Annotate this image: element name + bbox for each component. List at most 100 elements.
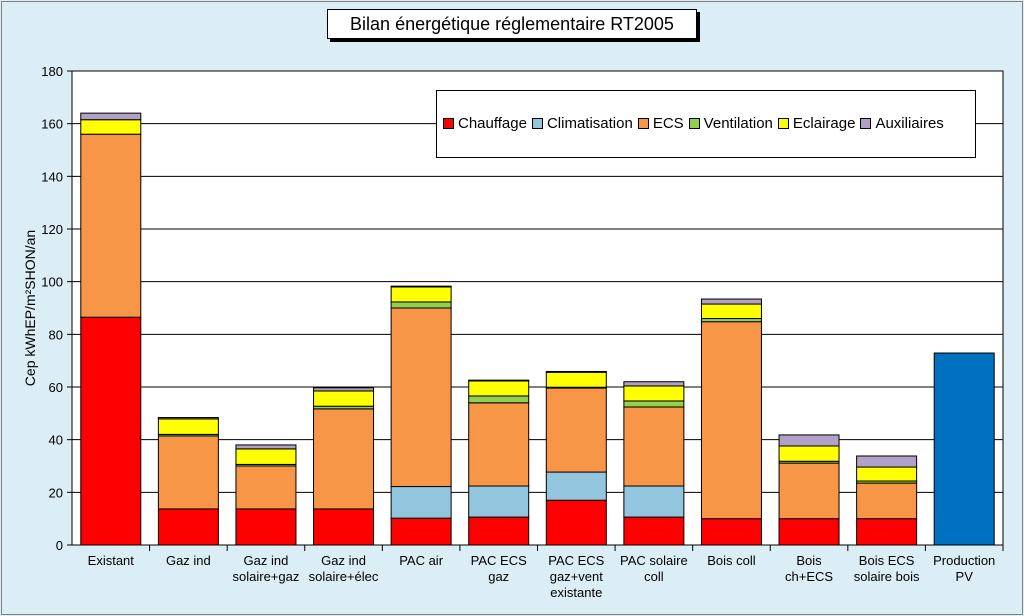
x-tick-label: Bois	[796, 553, 822, 568]
bar-chauffage	[313, 508, 375, 546]
bar-climatisation	[468, 485, 530, 518]
bar-eclairage	[80, 119, 142, 135]
legend-item: Eclairage	[777, 115, 856, 132]
y-tick-label: 80	[49, 327, 63, 342]
legend-item: ECS	[637, 115, 684, 132]
bar-chauffage	[235, 508, 297, 546]
x-tick-label: solaire+élec	[309, 569, 379, 584]
legend: Chauffage Climatisation ECS Ventilation Ecla…	[436, 90, 976, 158]
bar-auxiliaires	[80, 112, 142, 121]
x-tick-label: Production	[933, 553, 995, 568]
bar-chauffage	[778, 518, 840, 546]
legend-label: ECS	[652, 115, 684, 132]
bar-auxiliaires	[856, 455, 918, 468]
x-tick-label: Gaz ind	[321, 553, 366, 568]
bar-auxiliaires	[157, 417, 219, 420]
bar-auxiliaires	[778, 434, 840, 447]
bar-ecs	[468, 402, 530, 487]
bar-eclairage	[545, 371, 607, 388]
bar-ecs	[390, 307, 452, 488]
bar-ecs	[700, 321, 762, 520]
legend-item: Chauffage	[443, 115, 527, 132]
legend-label: Auxiliaires	[875, 115, 944, 132]
x-tick-label: Bois ECS	[859, 553, 915, 568]
bar-ventilation	[390, 301, 452, 309]
x-tick-label: PAC ECS	[548, 553, 604, 568]
legend-swatch	[777, 118, 789, 129]
chart-title: Bilan énergétique réglementaire RT2005	[327, 9, 697, 39]
x-tick-label: Gaz ind	[166, 553, 211, 568]
bar-chauffage	[545, 499, 607, 546]
legend-swatch	[531, 118, 543, 129]
y-tick-label: 140	[41, 169, 63, 184]
bar-chauffage	[157, 508, 219, 546]
bar-eclairage	[778, 445, 840, 462]
legend-item: Ventilation	[688, 115, 773, 132]
x-tick-label: ch+ECS	[785, 569, 833, 584]
bar-chauffage	[390, 517, 452, 546]
bar-eclairage	[623, 385, 685, 402]
legend-label: Chauffage	[458, 115, 527, 132]
bar-ecs	[545, 387, 607, 473]
bar-eclairage	[468, 380, 530, 397]
x-tick-label: Gaz ind	[244, 553, 289, 568]
bar-ecs	[856, 482, 918, 520]
bar-climatisation	[623, 485, 685, 518]
y-axis-label: Cep kWhEP/m²SHON/an	[22, 229, 38, 387]
bar-ecs	[80, 133, 142, 318]
y-tick-label: 20	[49, 485, 63, 500]
x-tick-label: coll	[644, 569, 664, 584]
bar-ecs	[313, 408, 375, 510]
bar-eclairage	[157, 418, 219, 435]
x-tick-label: PV	[956, 569, 974, 584]
bar-chauffage	[623, 516, 685, 546]
bar-ecs	[235, 465, 297, 510]
x-tick-label: gaz	[488, 569, 509, 584]
y-tick-label: 40	[49, 433, 63, 448]
bar-chauffage	[856, 518, 918, 546]
bar-eclairage	[313, 390, 375, 407]
y-tick-label: 180	[41, 64, 63, 79]
bar-auxiliaires	[545, 370, 607, 373]
y-tick-label: 0	[56, 538, 63, 553]
y-tick-label: 120	[41, 222, 63, 237]
bar-ecs	[623, 406, 685, 487]
bar-chauffage	[80, 316, 142, 546]
bar-ventilation	[623, 400, 685, 408]
bar-auxiliaires	[390, 285, 452, 288]
bar-chauffage	[700, 518, 762, 546]
legend-swatch	[443, 118, 454, 129]
x-tick-label: solaire+gaz	[233, 569, 300, 584]
x-tick-label: PAC solaire	[620, 553, 688, 568]
y-tick-label: 100	[41, 275, 63, 290]
bar-auxiliaires	[623, 381, 685, 387]
bar-ventilation	[468, 395, 530, 404]
x-tick-label: PAC ECS	[471, 553, 527, 568]
legend-label: Climatisation	[546, 115, 633, 132]
bar-auxiliaires	[700, 298, 762, 305]
bar-auxiliaires	[313, 387, 375, 392]
legend-swatch	[688, 118, 700, 129]
legend-label: Eclairage	[792, 115, 856, 132]
legend-item: Climatisation	[531, 115, 633, 132]
bar-auxiliaires	[235, 444, 297, 450]
bar-ecs	[778, 462, 840, 520]
bar-eclairage	[856, 466, 918, 482]
bar-chauffage	[468, 516, 530, 546]
bar-eclairage	[700, 303, 762, 320]
bar-eclairage	[390, 286, 452, 303]
x-tick-label: gaz+vent	[550, 569, 604, 584]
bar-auxiliaires	[468, 379, 530, 382]
x-tick-label: solaire bois	[854, 569, 920, 584]
bar-climatisation	[390, 486, 452, 519]
x-tick-label: Existant	[88, 553, 135, 568]
legend-label: Ventilation	[703, 115, 773, 132]
y-tick-label: 160	[41, 117, 63, 132]
x-tick-label: PAC air	[399, 553, 443, 568]
bar-eclairage	[235, 448, 297, 465]
bar-climatisation	[545, 471, 607, 501]
legend-swatch	[860, 118, 872, 129]
y-tick-label: 60	[49, 380, 63, 395]
bar-ecs	[157, 435, 219, 510]
